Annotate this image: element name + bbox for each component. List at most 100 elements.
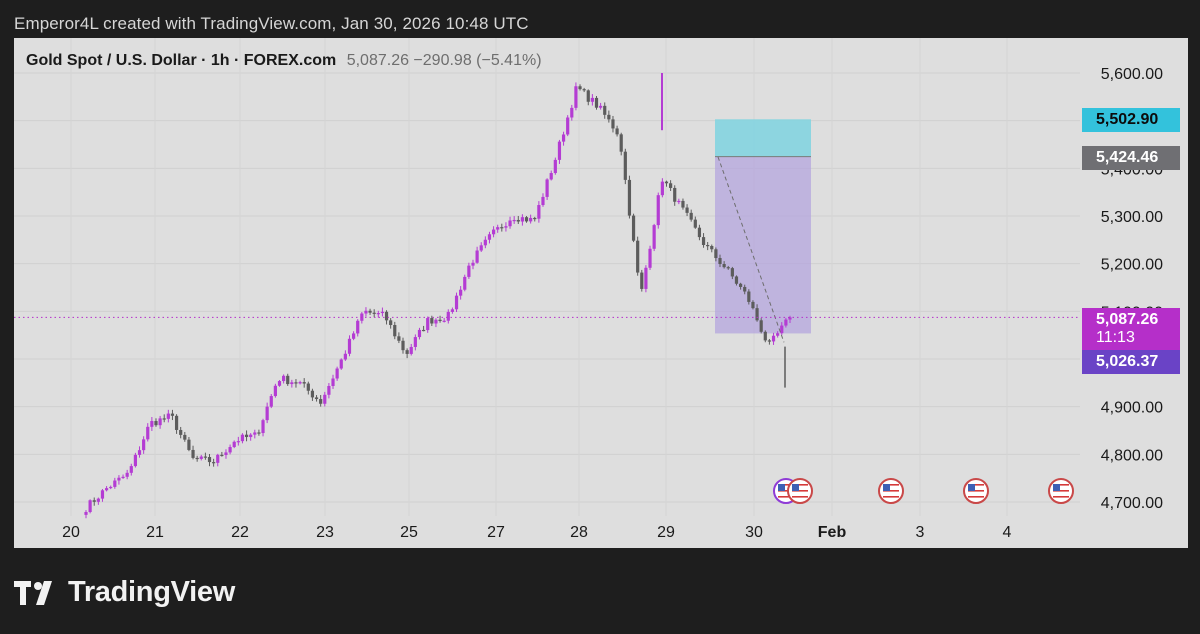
profit-target-zone [715, 119, 811, 157]
candle [529, 214, 533, 224]
candle-body [734, 276, 739, 284]
candle-body [442, 320, 446, 322]
candle [224, 449, 228, 459]
candle-body [529, 217, 533, 222]
candle [763, 330, 767, 343]
candle-body [282, 375, 286, 382]
flag-stripe [968, 496, 984, 498]
candle [788, 315, 792, 324]
candle-body [212, 462, 216, 464]
candle-body [685, 207, 689, 213]
candle [574, 82, 578, 111]
flag-stripe [1053, 484, 1069, 486]
candle-body [137, 450, 142, 455]
candle [154, 418, 158, 427]
y-tick-label: 5,300.00 [1101, 209, 1163, 226]
last-price-value: 5,087.26 [1096, 311, 1159, 328]
candle-body [347, 338, 352, 354]
candle [730, 266, 734, 280]
candle-body [557, 141, 562, 160]
candle [323, 391, 327, 407]
candle [142, 436, 146, 454]
candle-body [479, 245, 483, 251]
x-tick-label: 20 [62, 524, 80, 541]
candle-body [389, 320, 393, 326]
candle [352, 331, 356, 341]
candle [314, 395, 319, 402]
trend-dashed-line [717, 156, 785, 343]
candle-body [216, 454, 220, 463]
candle [747, 289, 751, 305]
candle [504, 222, 508, 232]
flag-stripe [1053, 487, 1069, 489]
candle [557, 139, 562, 164]
candle-body [631, 215, 636, 241]
candle-body [401, 340, 405, 351]
candle-body [450, 309, 455, 312]
candle [356, 319, 360, 337]
candle-body [755, 308, 759, 321]
candle [623, 148, 627, 185]
chart-author-banner: Emperor4L created with TradingView.com, … [14, 14, 529, 33]
candle [454, 292, 459, 312]
candle-body [224, 452, 228, 456]
candle [413, 334, 417, 351]
candle-body [257, 432, 261, 434]
candle [335, 366, 339, 381]
candle-body [751, 301, 755, 309]
candle-body [129, 466, 133, 473]
x-tick-label: 23 [316, 524, 334, 541]
candle-body [561, 134, 566, 142]
candle-body [504, 226, 508, 228]
candle [179, 426, 183, 439]
candle-body [553, 159, 557, 174]
candle-body [459, 289, 463, 296]
candle-body [660, 181, 664, 196]
candle [273, 383, 277, 398]
candle-body [244, 434, 249, 438]
chart-area[interactable]: 4,700.004,800.004,900.005,000.005,100.00… [14, 38, 1188, 548]
flag-stripe [883, 490, 899, 492]
candle-body [574, 86, 578, 108]
candle [718, 254, 722, 268]
candle [426, 316, 430, 333]
us-flag-icon [787, 478, 813, 504]
candle [755, 304, 759, 322]
candle-body [352, 333, 356, 339]
candle-body [409, 346, 413, 354]
candle-body [599, 105, 603, 108]
candle [743, 284, 747, 295]
candle-body [306, 383, 310, 391]
candle-body [298, 382, 302, 384]
candle-body [537, 205, 541, 219]
candle [166, 409, 170, 423]
candle-body [158, 418, 162, 426]
low-price-tag: 5,026.37 [1082, 350, 1180, 374]
candle-body [648, 248, 652, 268]
candle-body [664, 181, 669, 184]
symbol-legend: Gold Spot / U.S. Dollar · 1h · FOREX.com… [26, 52, 542, 70]
tradingview-brand[interactable]: TradingView [14, 576, 235, 609]
price-chart[interactable]: 4,700.004,800.004,900.005,000.005,100.00… [14, 38, 1188, 548]
candle-body [88, 500, 92, 513]
us-flag-icon [963, 478, 989, 504]
flag-stripe [1053, 496, 1069, 498]
candle [100, 488, 105, 502]
candle [603, 102, 607, 119]
candle [244, 430, 249, 442]
candle-body [174, 415, 179, 430]
candle-body [228, 447, 232, 453]
candle [677, 198, 681, 205]
candle-body [117, 477, 121, 481]
tradingview-logo-icon [14, 580, 52, 605]
candle-body [125, 472, 129, 477]
candle [681, 198, 685, 210]
candle [236, 436, 240, 446]
candle [491, 226, 496, 238]
candle [722, 261, 726, 269]
candle-body [607, 114, 611, 120]
x-tick-label: 29 [657, 524, 675, 541]
candle-body [747, 291, 751, 302]
flag-stripe [968, 484, 984, 486]
candle [784, 317, 788, 328]
